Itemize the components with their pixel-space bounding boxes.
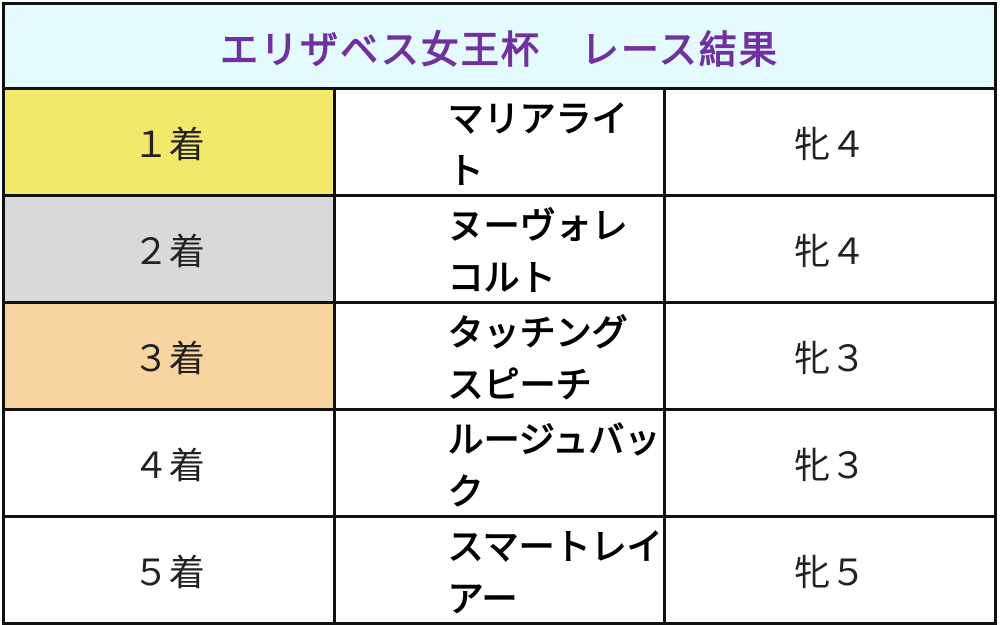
rank-cell: ３着 (2, 301, 336, 411)
sex-age: 牝３ (663, 408, 997, 518)
table-row: ４着 ルージュバック 牝３ (2, 408, 997, 518)
horse-name: ルージュバック (332, 408, 667, 518)
table-row: ５着 スマートレイアー 牝５ (2, 515, 997, 625)
horse-name: スマートレイアー (332, 515, 667, 625)
horse-name: ヌーヴォレコルト (332, 194, 667, 304)
sex-age: 牝３ (663, 301, 997, 411)
horse-name: マリアライト (332, 87, 667, 197)
rank-cell: ２着 (2, 194, 336, 304)
horse-name: タッチングスピーチ (332, 301, 667, 411)
rank-cell: ５着 (2, 515, 336, 625)
table-row: ３着 タッチングスピーチ 牝３ (2, 301, 997, 411)
rank-cell: ４着 (2, 408, 336, 518)
table-row: ２着 ヌーヴォレコルト 牝４ (2, 194, 997, 304)
sex-age: 牝５ (663, 515, 997, 625)
table-row: １着 マリアライト 牝４ (2, 87, 997, 197)
rank-cell: １着 (2, 87, 336, 197)
table-title: エリザベス女王杯 レース結果 (2, 2, 997, 90)
sex-age: 牝４ (663, 194, 997, 304)
sex-age: 牝４ (663, 87, 997, 197)
